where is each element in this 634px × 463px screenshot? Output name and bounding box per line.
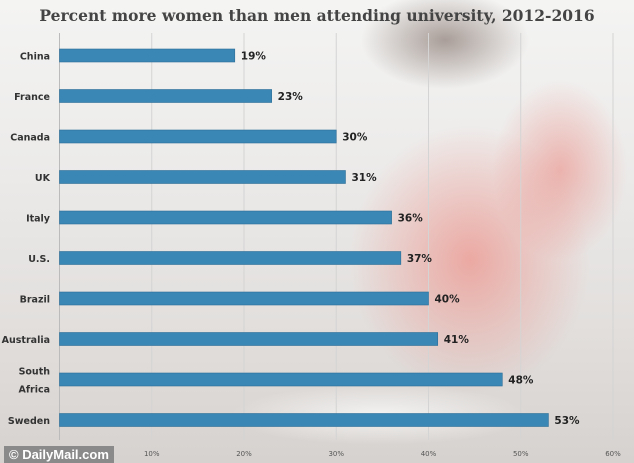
data-label: 23% <box>278 91 304 103</box>
data-label: 30% <box>342 132 368 144</box>
data-label: 37% <box>407 253 433 265</box>
category-label: China <box>20 52 50 63</box>
category-label: Africa <box>19 385 50 396</box>
x-tick-label: 10% <box>144 450 160 458</box>
category-label: Brazil <box>20 295 50 306</box>
bar-brazil <box>59 291 429 306</box>
data-label: 41% <box>444 334 470 346</box>
bar-china <box>59 48 236 63</box>
bar-australia <box>59 332 439 346</box>
x-tick-label: 60% <box>605 450 621 458</box>
bar-sweden <box>59 413 549 427</box>
bar-uk <box>59 170 346 184</box>
category-label: Australia <box>2 335 50 346</box>
x-tick-label: 40% <box>421 450 437 458</box>
data-label: 40% <box>435 294 461 306</box>
data-label: 36% <box>398 213 424 225</box>
category-label: UK <box>35 173 51 184</box>
bar-south-africa <box>59 372 503 387</box>
bar-france <box>59 89 272 103</box>
category-label: Canada <box>10 133 50 144</box>
data-label: 53% <box>554 415 580 427</box>
x-tick-label: 20% <box>236 450 252 458</box>
category-label: Italy <box>26 214 51 225</box>
data-label: 48% <box>508 375 534 387</box>
data-label: 31% <box>351 172 377 184</box>
x-tick-label: 30% <box>328 450 344 458</box>
category-label: France <box>14 92 50 103</box>
category-label: South <box>19 367 51 378</box>
category-label: Sweden <box>8 416 50 427</box>
dailymail-logo: © DailyMail.com <box>4 446 114 463</box>
bar-u-s- <box>59 251 402 265</box>
chart-title: Percent more women than men attending un… <box>39 6 595 25</box>
bar-italy <box>59 210 392 225</box>
data-label: 19% <box>241 51 267 63</box>
category-label: U.S. <box>28 254 50 265</box>
bar-canada <box>59 129 337 144</box>
x-tick-label: 50% <box>513 450 529 458</box>
